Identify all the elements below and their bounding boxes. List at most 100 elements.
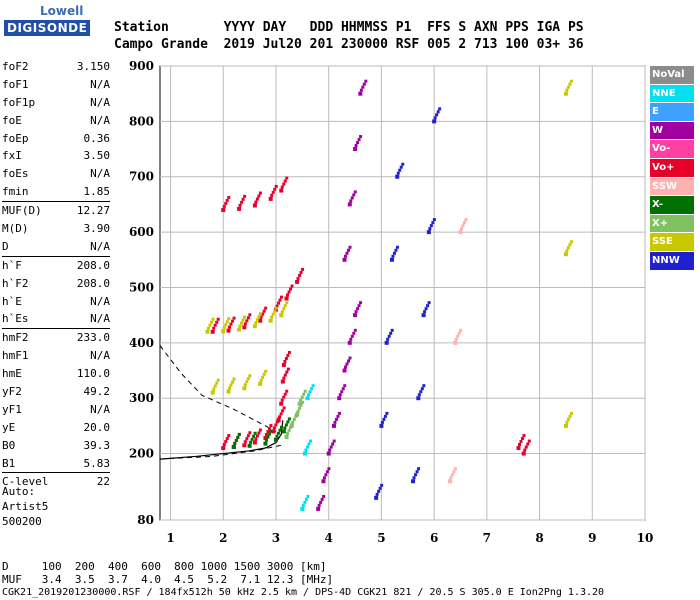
echo-point [224, 201, 228, 205]
echo-point [343, 384, 347, 388]
x-tick-label: 1 [166, 531, 174, 545]
echo-point [291, 420, 295, 424]
echo-point [326, 451, 331, 456]
echo-point [301, 267, 305, 271]
echo-point [345, 251, 349, 255]
echo-point [285, 176, 289, 180]
echo-point [245, 319, 249, 323]
echo-point [565, 420, 569, 424]
param-name: B0 [2, 438, 16, 452]
param-value: 1.85 [83, 185, 111, 199]
echo-point [208, 323, 212, 327]
echo-point [246, 316, 250, 320]
echo-point [286, 353, 290, 357]
y-tick-label: 600 [129, 225, 154, 239]
echo-point [356, 307, 360, 311]
param-row: foEs N/A [2, 165, 110, 183]
echo-point [222, 326, 226, 330]
param-value: 49.2 [83, 385, 111, 399]
echo-point [262, 372, 266, 376]
param-value: N/A [90, 77, 110, 91]
echo-point [285, 370, 289, 374]
echo-point [412, 476, 416, 480]
param-name: foEs [2, 167, 29, 181]
echo-point [225, 198, 229, 202]
param-value: 12.27 [76, 204, 110, 218]
echo-point [276, 301, 280, 305]
echo-point [267, 432, 271, 436]
echo-point [282, 376, 286, 380]
param-name: M(D) [2, 222, 29, 236]
echo-point [461, 224, 465, 228]
legend-item: E [650, 103, 694, 121]
param-name: h`F2 [2, 276, 29, 290]
param-row: h`E N/A [2, 293, 110, 311]
echo-point [308, 390, 312, 394]
echo-point [568, 243, 572, 247]
param-name: fxI [2, 149, 22, 163]
auto-scaling-info: Auto: Artist5 500200 [2, 484, 48, 529]
echo-point [234, 438, 238, 442]
echo-point [426, 304, 430, 308]
echo-point [295, 412, 300, 417]
echo-point [248, 313, 252, 317]
echo-point [432, 119, 437, 124]
echo-point [521, 451, 526, 456]
echo-point [237, 206, 242, 211]
param-row: yF2 49.2 [2, 383, 110, 401]
echo-point [286, 420, 290, 424]
echo-point [527, 439, 531, 443]
echo-point [341, 387, 345, 391]
echo-point [353, 190, 357, 194]
echo-point [211, 317, 215, 321]
echo-point [231, 444, 236, 449]
echo-point [279, 412, 283, 416]
echo-point [305, 445, 309, 449]
echo-point [258, 381, 263, 386]
param-row: M(D) 3.90 [2, 220, 110, 238]
echo-point [279, 188, 284, 193]
echo-point [255, 318, 259, 322]
param-row: foF1 N/A [2, 76, 110, 94]
param-name: foF1 [2, 77, 29, 91]
echo-point [278, 428, 282, 432]
echo-point [357, 304, 361, 308]
echo-point [398, 168, 402, 172]
echo-point [296, 276, 300, 280]
echo-point [389, 257, 394, 262]
echo-point [252, 324, 257, 329]
echo-point [243, 322, 247, 326]
logo-digisonde-text: DIGISONDE [4, 20, 91, 36]
echo-point [394, 248, 398, 252]
echo-point [310, 387, 314, 391]
echo-point [266, 435, 270, 439]
echo-point [389, 331, 393, 335]
echo-point [384, 340, 389, 345]
echo-point [285, 389, 289, 393]
dashed-profile-line [159, 444, 282, 460]
param-value: 5.83 [83, 456, 111, 470]
echo-point [344, 254, 348, 258]
echo-point [250, 437, 254, 441]
legend-item: SSE [650, 233, 694, 251]
y-tick-label: 700 [129, 170, 154, 184]
echo-point [568, 82, 572, 86]
echo-point [311, 384, 315, 388]
echo-point [283, 426, 287, 430]
echo-point [212, 326, 216, 330]
echo-point [283, 359, 287, 363]
param-name: yF2 [2, 385, 22, 399]
echo-point [302, 451, 307, 456]
echo-point [232, 377, 236, 381]
param-row: h`Es N/A [2, 310, 110, 328]
echo-point [216, 378, 220, 382]
echo-point [241, 318, 245, 322]
echo-point [283, 373, 287, 377]
auto-line: Auto: [2, 485, 36, 498]
echo-point [209, 320, 213, 324]
echo-point [438, 107, 442, 111]
echo-point [566, 417, 570, 421]
echo-point [279, 401, 284, 406]
echo-point [417, 393, 421, 397]
echo-point [327, 467, 331, 471]
